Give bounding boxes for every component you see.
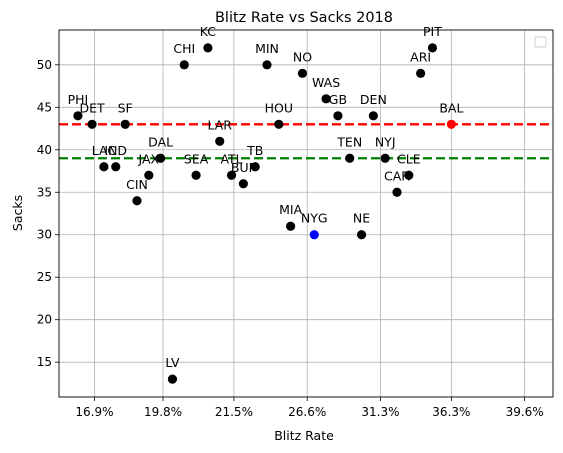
data-point-den [368, 111, 378, 121]
plot-frame [58, 29, 554, 398]
x-tick-label: 26.6% [288, 405, 326, 419]
data-point-det [87, 119, 97, 129]
point-label-phi: PHI [68, 92, 89, 107]
y-tick-label: 40 [37, 143, 52, 157]
data-point-bal [446, 119, 456, 129]
point-label-ind: IND [104, 143, 127, 158]
data-point-pit [427, 43, 438, 53]
point-label-hou: HOU [265, 100, 293, 115]
y-tick-label: 20 [37, 313, 52, 327]
data-point-buf [238, 179, 248, 189]
data-point-sf [120, 119, 130, 129]
point-label-sf: SF [118, 100, 133, 115]
data-point-ind [111, 162, 121, 172]
point-label-den: DEN [360, 92, 387, 107]
point-label-chi: CHI [173, 41, 195, 56]
point-label-kc: KC [200, 24, 217, 39]
data-point-dal [156, 153, 166, 163]
data-point-lv [167, 374, 178, 384]
data-point-nyg [309, 230, 319, 240]
plot-background [59, 30, 553, 397]
chart-title: Blitz Rate vs Sacks 2018 [215, 10, 393, 26]
data-point-mia [286, 221, 296, 231]
reference-lines [59, 123, 553, 160]
data-point-jax [144, 170, 154, 180]
point-label-no: NO [293, 49, 312, 64]
data-point-lac [99, 162, 109, 172]
data-point-min [262, 60, 272, 70]
x-tick-label: 39.6% [506, 405, 544, 419]
x-axis-ticks: 16.9% 19.8% 21.5% 26.6% 31.3% 36.3% 39.6% [75, 397, 544, 419]
y-tick-label: 30 [37, 228, 52, 242]
y-tick-label: 15 [37, 355, 52, 369]
x-tick-label: 36.3% [432, 405, 470, 419]
x-tick-label: 21.5% [215, 405, 253, 419]
point-label-sea: SEA [184, 151, 209, 166]
point-label-min: MIN [255, 41, 279, 56]
y-axis-label: Sacks [10, 195, 25, 231]
point-label-nyj: NYJ [375, 134, 396, 149]
data-point-kc [203, 43, 213, 53]
data-point-hou [274, 119, 284, 129]
data-point-phi [73, 111, 83, 121]
point-label-ari: ARI [410, 49, 431, 64]
x-tick-label: 16.9% [75, 405, 113, 419]
y-tick-label: 50 [37, 58, 52, 72]
grid-layer [59, 30, 553, 397]
point-label-tb: TB [246, 143, 263, 158]
point-label-car: CAR [384, 168, 410, 183]
point-label-lv: LV [165, 355, 180, 370]
y-axis-ticks: 15 20 25 30 35 40 45 50 [37, 58, 59, 369]
x-tick-label: 31.3% [361, 405, 399, 419]
point-label-cle: CLE [397, 151, 421, 166]
y-tick-label: 25 [37, 270, 52, 284]
point-label-pit: PIT [423, 24, 442, 39]
x-tick-label: 19.8% [144, 405, 182, 419]
point-label-ten: TEN [336, 134, 362, 149]
point-label-lac: LAC [92, 143, 117, 158]
legend-box [534, 36, 547, 48]
point-label-cin: CIN [126, 177, 148, 192]
data-point-chi [179, 60, 189, 70]
data-point-cle [404, 170, 414, 180]
data-point-was [321, 94, 331, 104]
x-axis-label: Blitz Rate [274, 428, 334, 443]
point-label-buf: BUF [231, 160, 256, 175]
data-point-ten [345, 153, 355, 163]
data-point-nyj [380, 153, 390, 163]
y-tick-label: 35 [37, 185, 52, 199]
point-label-jax: JAX [138, 151, 160, 166]
point-label-dal: DAL [148, 134, 173, 149]
data-point-tb [250, 162, 260, 172]
data-point-ne [356, 230, 367, 240]
data-point-cin [132, 196, 142, 206]
data-point-ari [416, 68, 426, 78]
data-point-lar [215, 136, 225, 146]
point-label-atl: ATL [220, 151, 242, 166]
point-label-gb: GB [329, 92, 347, 107]
data-point-car [392, 187, 402, 197]
point-label-bal: BAL [439, 100, 463, 115]
point-label-ne: NE [353, 211, 370, 226]
point-label-was: WAS [312, 75, 340, 90]
point-label-nyg: NYG [301, 211, 328, 226]
data-point-no [297, 68, 308, 78]
data-point-sea [191, 170, 201, 180]
data-point-gb [333, 111, 343, 121]
y-tick-label: 45 [37, 100, 52, 114]
data-point-atl [226, 170, 237, 180]
point-label-det: DET [80, 100, 106, 115]
point-label-lar: LAR [207, 117, 232, 132]
point-label-mia: MIA [279, 202, 302, 217]
